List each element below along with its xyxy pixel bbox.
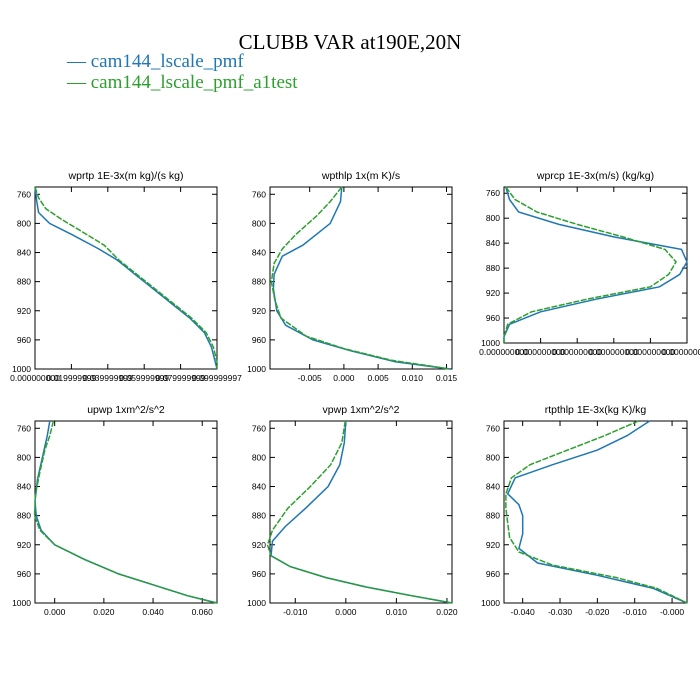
y-tick-label: 920: [17, 540, 31, 550]
panel-title: vpwp 1xm^2/s^2: [323, 404, 400, 416]
x-tick-label: 0.000000000: [479, 347, 529, 357]
series-line-1: [34, 186, 218, 370]
x-tick-label: 0.000000000: [589, 347, 639, 357]
x-tick-label: 0.015: [436, 373, 458, 383]
y-tick-label: 960: [252, 569, 266, 579]
y-tick-label: 880: [252, 277, 266, 287]
y-tick-label: 920: [252, 540, 266, 550]
series-line-1: [272, 186, 450, 370]
x-tick-label: 0.099999997: [192, 373, 242, 383]
y-tick-label: 800: [252, 218, 266, 228]
y-tick-label: 920: [252, 306, 266, 316]
y-tick-label: 1000: [247, 364, 266, 374]
y-tick-label: 880: [486, 511, 500, 521]
y-tick-label: 880: [17, 511, 31, 521]
panel-title: wpthlp 1x(m K)/s: [321, 170, 400, 182]
panel-frame: [269, 186, 453, 370]
y-tick-label: 1000: [12, 598, 31, 608]
y-tick-label: 840: [17, 482, 31, 492]
series-line-1: [270, 420, 453, 604]
x-tick-label: 0.059999999: [119, 373, 169, 383]
legend-item-series-1: — cam144_lscale_pmf: [67, 51, 244, 72]
y-tick-label: 800: [252, 452, 266, 462]
series-line-2: [505, 420, 688, 604]
y-tick-label: 1000: [481, 338, 500, 348]
x-tick-label: 0.005: [367, 373, 389, 383]
series-line-2: [503, 186, 677, 343]
x-tick-label: 0.000000000: [516, 347, 566, 357]
panel-frame: [269, 420, 453, 604]
y-tick-label: 840: [486, 238, 500, 248]
x-tick-label: -0.020: [585, 607, 609, 617]
panel-frame: [34, 186, 218, 370]
legend-item-series-2: — cam144_lscale_pmf_a1test: [67, 72, 298, 93]
panel-title: wprtp 1E-3x(m kg)/(s kg): [68, 170, 184, 182]
y-tick-label: 960: [252, 335, 266, 345]
x-tick-label: 0.010: [386, 607, 408, 617]
series-line-2: [33, 420, 218, 604]
panel-frame: [503, 186, 688, 344]
y-tick-label: 760: [486, 188, 500, 198]
y-tick-label: 760: [17, 189, 31, 199]
y-tick-label: 1000: [247, 598, 266, 608]
y-tick-label: 840: [17, 248, 31, 258]
y-tick-label: 760: [486, 423, 500, 433]
x-tick-label: 0.000: [335, 607, 357, 617]
y-tick-label: 760: [17, 423, 31, 433]
y-tick-label: 960: [486, 313, 500, 323]
x-tick-label: 0.020: [436, 607, 458, 617]
y-tick-label: 1000: [481, 598, 500, 608]
x-tick-label: 0.000000000: [10, 373, 60, 383]
y-tick-label: 920: [17, 306, 31, 316]
y-tick-label: 800: [17, 452, 31, 462]
y-tick-label: 840: [252, 248, 266, 258]
x-tick-label: 0.000000000: [552, 347, 602, 357]
x-tick-label: 0.079999999: [156, 373, 206, 383]
y-tick-label: 800: [486, 213, 500, 223]
series-line-1: [506, 420, 688, 604]
x-tick-label: -0.040: [511, 607, 535, 617]
y-tick-label: 960: [17, 335, 31, 345]
x-tick-label: 0.000: [333, 373, 355, 383]
y-tick-label: 840: [252, 482, 266, 492]
y-tick-label: 760: [252, 423, 266, 433]
x-tick-label: 0.000000000: [626, 347, 676, 357]
x-tick-label: 0.019999999: [47, 373, 97, 383]
x-tick-label: 0.040: [142, 607, 164, 617]
x-tick-label: -0.005: [298, 373, 322, 383]
y-tick-label: 920: [486, 540, 500, 550]
x-tick-label: 0.000: [44, 607, 66, 617]
y-tick-label: 800: [486, 452, 500, 462]
x-tick-label: 0.039999999: [83, 373, 133, 383]
x-tick-label: -0.000: [660, 607, 684, 617]
series-line-2: [266, 420, 453, 604]
panel-frame: [503, 420, 688, 604]
y-tick-label: 800: [17, 218, 31, 228]
x-tick-label: 0.020: [93, 607, 115, 617]
y-tick-label: 880: [486, 263, 500, 273]
x-tick-label: -0.010: [283, 607, 307, 617]
x-tick-label: -0.030: [548, 607, 572, 617]
y-tick-label: 880: [17, 277, 31, 287]
y-tick-label: 1000: [12, 364, 31, 374]
x-tick-label: 0.010: [402, 373, 424, 383]
panel-title: wprcp 1E-3x(m/s) (kg/kg): [536, 170, 654, 182]
x-tick-label: 0.060: [192, 607, 214, 617]
y-tick-label: 960: [17, 569, 31, 579]
y-tick-label: 840: [486, 482, 500, 492]
series-line-1: [503, 186, 688, 343]
y-tick-label: 960: [486, 569, 500, 579]
y-tick-label: 920: [486, 288, 500, 298]
x-tick-label: 0.000000000: [662, 347, 700, 357]
y-tick-label: 880: [252, 511, 266, 521]
panel-title: upwp 1xm^2/s^2: [87, 404, 165, 416]
series-line-2: [34, 186, 218, 369]
series-line-2: [270, 186, 451, 370]
x-tick-label: -0.010: [623, 607, 647, 617]
panel-title: rtpthlp 1E-3x(kg K)/kg: [545, 404, 647, 416]
y-tick-label: 760: [252, 189, 266, 199]
figure-title: CLUBB VAR at190E,20N: [238, 30, 462, 54]
